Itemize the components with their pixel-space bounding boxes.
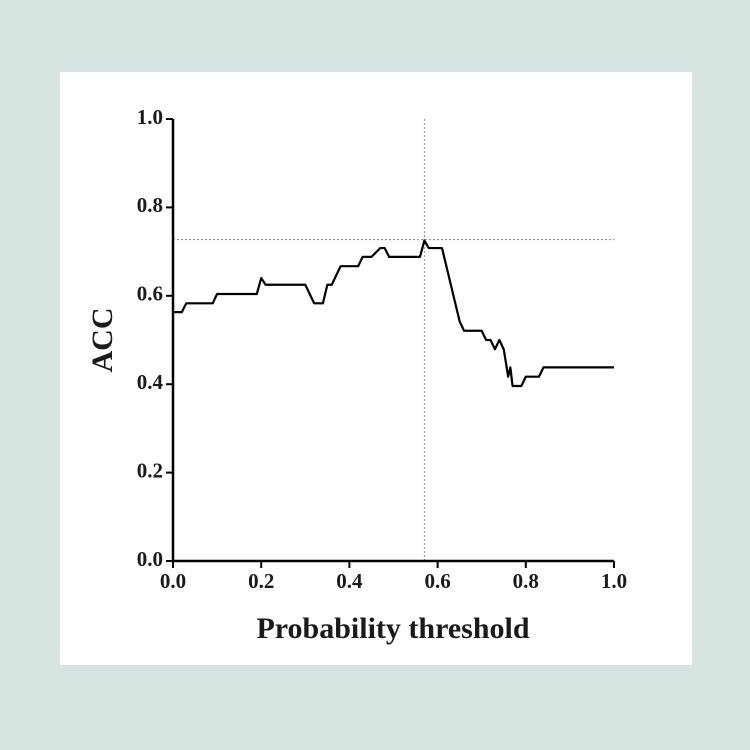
y-tick-label: 1.0 bbox=[137, 105, 163, 129]
y-tick-label: 0.8 bbox=[137, 193, 163, 217]
y-tick-label: 0.4 bbox=[137, 370, 164, 394]
x-tick-label: 0.8 bbox=[513, 569, 539, 593]
x-tick-label: 0.6 bbox=[424, 569, 450, 593]
x-tick-label: 0.4 bbox=[336, 569, 363, 593]
y-axis-title: ACC bbox=[86, 308, 119, 373]
data-line bbox=[173, 239, 614, 388]
x-tick-label: 0.2 bbox=[248, 569, 274, 593]
y-tick-label: 0.0 bbox=[137, 547, 163, 571]
x-axis-title: Probability threshold bbox=[256, 612, 529, 645]
x-tick-label: 1.0 bbox=[601, 569, 627, 593]
x-tick-label: 0.0 bbox=[160, 569, 186, 593]
y-tick-label: 0.6 bbox=[137, 282, 163, 306]
y-tick-label: 0.2 bbox=[137, 458, 163, 482]
